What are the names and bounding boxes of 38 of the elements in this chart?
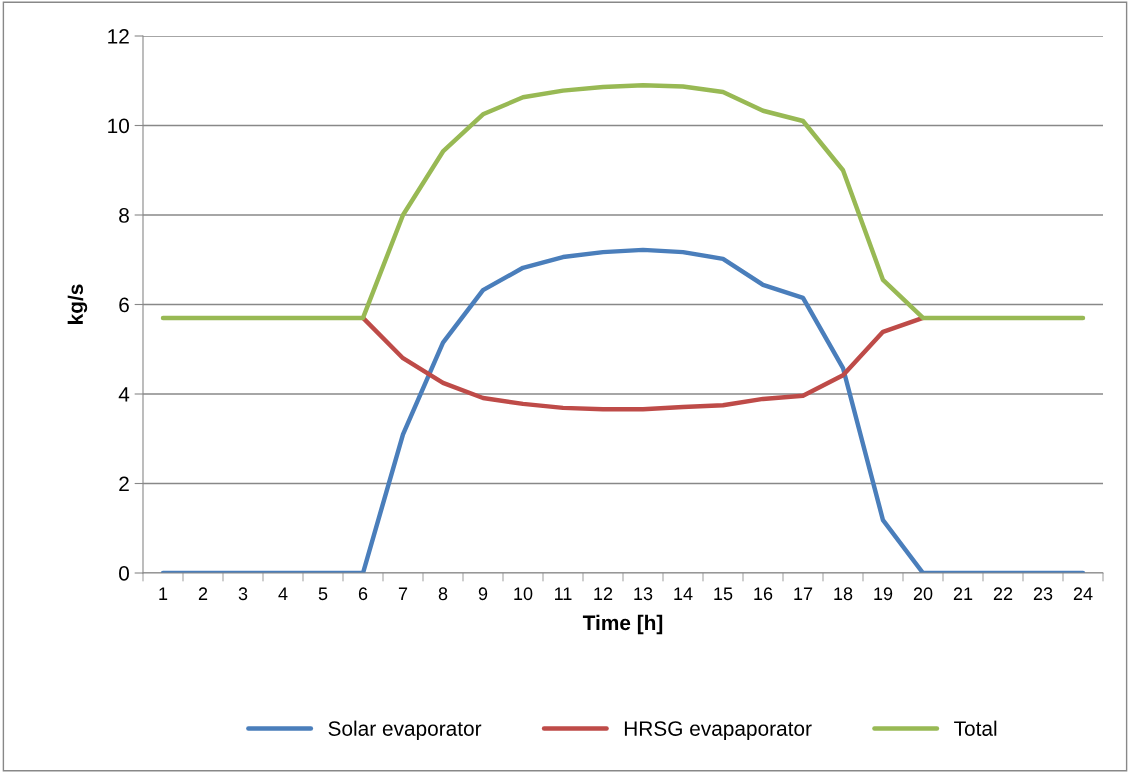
x-tick-label: 24	[1073, 587, 1093, 600]
x-tick-label: 2	[198, 587, 208, 600]
x-tick-label: 5	[318, 587, 328, 601]
y-tick-label: 10	[108, 118, 129, 134]
x-tick-label: 8	[438, 587, 448, 601]
x-tick-label: 17	[794, 587, 813, 600]
legend-label: Total	[954, 720, 997, 736]
x-tick-label: 22	[993, 587, 1013, 600]
x-tick-label: 21	[953, 587, 973, 600]
x-tick-label: 4	[278, 587, 288, 600]
x-tick-label: 9	[478, 587, 488, 601]
x-tick-label: 23	[1033, 587, 1053, 601]
x-tick-label: 15	[714, 587, 733, 601]
x-tick-label: 20	[913, 587, 933, 601]
y-tick-label: 6	[119, 297, 129, 313]
x-tick-label: 12	[594, 587, 613, 600]
y-tick-label: 2	[119, 476, 129, 492]
x-tick-label: 19	[874, 587, 893, 601]
x-tick-label: 7	[398, 587, 408, 600]
x-tick-label: 13	[634, 587, 653, 601]
legend-label: HRSG evapaporator	[624, 721, 812, 741]
y-tick-label: 4	[118, 387, 130, 402]
x-tick-label: 11	[555, 587, 572, 600]
line-series	[160, 247, 1086, 573]
y-tick-label: 12	[108, 29, 129, 44]
x-tick-label: 16	[754, 587, 773, 601]
x-tick-label: 18	[834, 587, 853, 601]
y-axis-title: kg/s	[67, 284, 88, 324]
line-series	[160, 83, 1086, 321]
x-tick-label: 10	[514, 587, 533, 601]
y-tick-label: 0	[119, 566, 129, 581]
y-tick-label: 8	[119, 208, 129, 223]
x-axis-title: Time [h]	[582, 614, 663, 635]
legend-label: Solar evaporator	[328, 720, 482, 741]
x-tick-label: 1	[159, 587, 168, 600]
x-tick-label: 3	[238, 587, 248, 601]
x-tick-label: 6	[358, 587, 368, 601]
x-tick-label: 14	[674, 587, 693, 600]
